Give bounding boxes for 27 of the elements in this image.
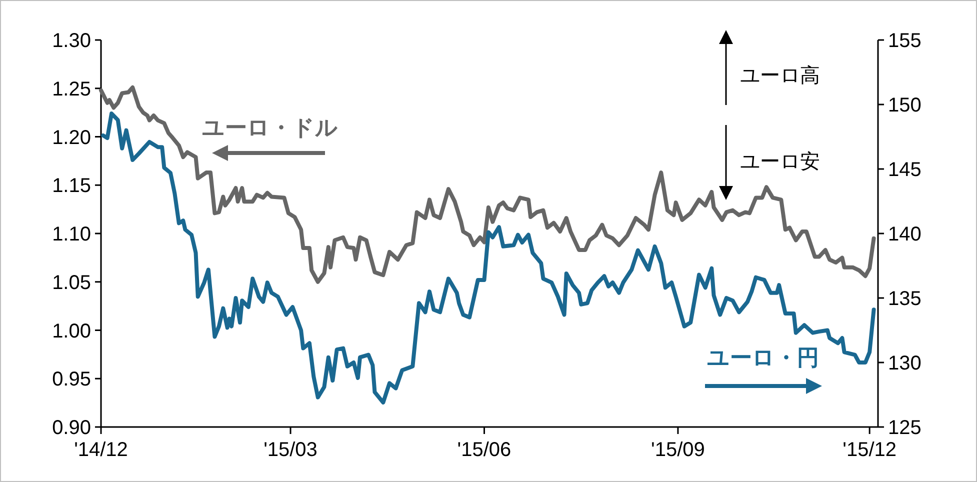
y2-tick-label: 155 xyxy=(888,30,922,52)
x-tick-label: '15/03 xyxy=(264,439,318,461)
x-tick-label: '15/06 xyxy=(457,439,512,461)
series-label: ユーロ・円 xyxy=(707,345,819,370)
y2-tick-label: 140 xyxy=(888,224,922,246)
y2-tick-label: 150 xyxy=(888,94,922,116)
y2-tick-label: 130 xyxy=(888,352,922,374)
y-tick-label: 0.90 xyxy=(52,417,91,439)
y-tick-label: 1.05 xyxy=(52,272,91,294)
series-label: ユーロ・ドル xyxy=(202,115,338,140)
y-tick-label: 1.25 xyxy=(52,78,91,100)
line-series xyxy=(99,85,876,284)
y-tick-label: 1.10 xyxy=(52,224,91,246)
y2-tick-label: 145 xyxy=(888,159,922,181)
x-tick-label: '14/12 xyxy=(74,439,128,461)
y-tick-label: 1.00 xyxy=(52,320,91,342)
y-tick-label: 0.95 xyxy=(52,368,91,391)
x-tick-label: '15/12 xyxy=(842,439,897,461)
y-tick-label: 1.30 xyxy=(52,30,91,52)
y2-tick-label: 125 xyxy=(888,417,922,439)
x-tick-label: '15/09 xyxy=(651,439,705,461)
annotation: ユーロ高 xyxy=(740,64,820,87)
line-series xyxy=(101,112,876,404)
annotation: ユーロ安 xyxy=(740,151,820,173)
y2-tick-label: 135 xyxy=(888,288,922,310)
y-tick-label: 1.15 xyxy=(52,175,91,198)
y-tick-label: 1.20 xyxy=(52,126,91,149)
